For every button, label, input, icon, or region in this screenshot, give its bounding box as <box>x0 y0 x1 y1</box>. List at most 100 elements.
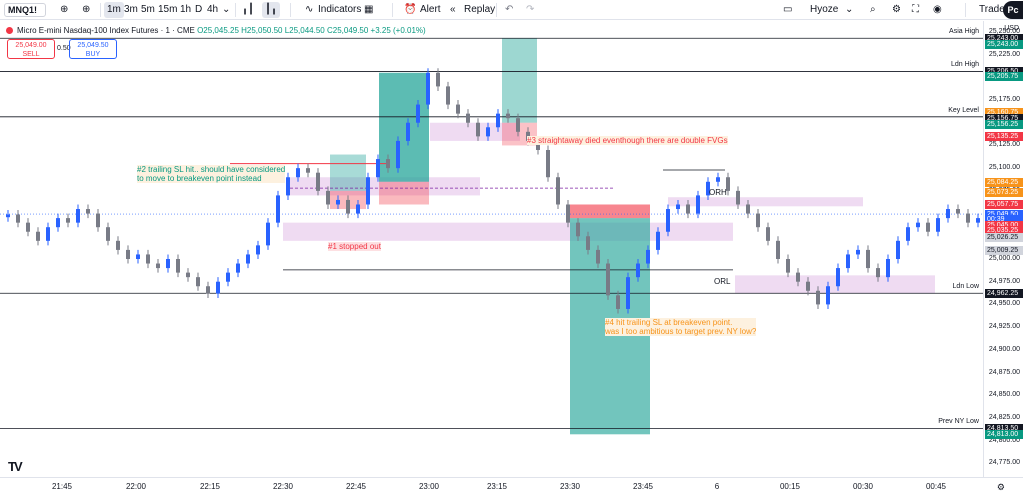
symbol-title: Micro E-mini Nasdaq-100 Index Futures · … <box>17 26 195 35</box>
candle-body <box>626 277 630 309</box>
candle-body <box>666 209 670 232</box>
chart-pane[interactable]: Micro E-mini Nasdaq-100 Index Futures · … <box>0 21 983 477</box>
candle-body <box>26 222 30 232</box>
alert-icon[interactable]: ⏰ <box>404 4 417 15</box>
candle-body <box>976 218 980 223</box>
time-tick-label: 23:30 <box>559 482 581 491</box>
candle-body <box>916 222 920 228</box>
price-chart[interactable] <box>0 21 983 477</box>
annotation-4-line-1: #4 hit trailing SL at breakeven point. <box>605 318 733 327</box>
price-tick-label: 24,775.00 <box>988 459 1020 467</box>
orl-label: ORL <box>714 277 731 286</box>
interval-d[interactable]: D <box>195 4 203 15</box>
time-tick-label: 22:45 <box>345 482 367 491</box>
annotation-1[interactable]: #1 stopped out <box>328 242 381 251</box>
candle-body <box>576 222 580 237</box>
layout-name[interactable]: Hyoze <box>810 4 839 15</box>
time-tick-label: 22:00 <box>125 482 147 491</box>
bar-type-icon[interactable]: ┃╻ <box>262 2 281 18</box>
templates-icon[interactable]: ▦ <box>364 4 374 15</box>
settings-icon[interactable]: ⚙ <box>996 482 1005 492</box>
price-tick-label: 24,875.00 <box>988 368 1020 376</box>
candle-body <box>496 113 500 128</box>
candle-body <box>556 177 560 205</box>
time-tick-label: 00:30 <box>852 482 874 491</box>
position-loss-zone <box>570 204 650 219</box>
candle-body <box>896 240 900 259</box>
alert-button[interactable]: Alert <box>420 4 441 15</box>
candle-body <box>336 199 340 205</box>
price-tick-label: 24,950.00 <box>988 300 1020 308</box>
candle-body <box>76 209 80 223</box>
layout-icon[interactable]: ▭ <box>783 4 793 15</box>
position-loss-zone <box>379 181 429 205</box>
time-axis[interactable]: ⚙ 21:45 22:00 22:15 22:30 22:45 23:00 23:15 23:… <box>0 477 1023 499</box>
sell-label: SELL <box>22 51 40 58</box>
add-symbol-icon[interactable]: ⊕ <box>60 4 69 15</box>
redo-icon[interactable]: ↷ <box>526 4 535 15</box>
candle-body <box>596 249 600 264</box>
sell-button[interactable]: 25,049.00 SELL <box>7 39 55 59</box>
candle-body <box>286 177 290 196</box>
candle-body <box>106 227 110 241</box>
time-tick-label: 21:45 <box>51 482 73 491</box>
candle-body <box>906 227 910 241</box>
currency-label[interactable]: USD <box>1004 25 1019 32</box>
fullscreen-icon[interactable]: ⛶ <box>912 4 919 15</box>
price-tick-label: 24,825.00 <box>988 413 1020 421</box>
publish-button[interactable]: Pc <box>1003 1 1023 19</box>
candle-body <box>216 281 220 294</box>
price-tick-label: 25,225.00 <box>988 50 1020 58</box>
interval-1h[interactable]: 1h <box>180 4 192 15</box>
annotation-3[interactable]: #3 straightaway died eventhough there ar… <box>527 136 728 145</box>
buy-button[interactable]: 25,049.50 BUY <box>69 39 117 59</box>
price-axis-marker: 25,073.25 <box>985 187 1023 197</box>
trade-button[interactable]: Trade <box>979 4 1005 15</box>
indicators-icon[interactable]: ∿ <box>305 4 314 15</box>
annotation-4[interactable]: #4 hit trailing SL at breakeven point. w… <box>605 318 757 336</box>
annotation-2[interactable]: #2 trailing SL hit.. should have conside… <box>137 165 286 183</box>
interval-1m[interactable]: 1m <box>104 2 124 18</box>
quick-search-icon[interactable]: ⌕ <box>870 4 876 15</box>
price-axis-marker: 24,813.00 <box>985 429 1023 439</box>
candle-body <box>236 263 240 273</box>
price-axis[interactable]: USD 25,250.0025,225.0025,200.0025,175.00… <box>983 21 1023 477</box>
replay-icon[interactable]: « <box>450 4 456 15</box>
candle-body <box>706 181 710 196</box>
time-tick-label: 23:00 <box>418 482 440 491</box>
chevron-down-icon[interactable]: ⌄ <box>845 4 854 15</box>
candle-body <box>826 286 830 305</box>
indicators-button[interactable]: Indicators <box>318 4 362 15</box>
interval-15m[interactable]: 15m <box>158 4 178 15</box>
candle-body <box>816 290 820 305</box>
interval-4h[interactable]: 4h <box>207 4 219 15</box>
candle-body <box>326 190 330 205</box>
chevron-down-icon[interactable]: ⌄ <box>222 4 231 15</box>
symbol-search[interactable]: MNQ1! <box>4 3 46 17</box>
buy-price: 25,049.50 <box>77 42 109 49</box>
fvg-zone <box>668 197 863 207</box>
candle-body <box>726 177 730 191</box>
candle-body <box>346 199 350 214</box>
candle-body <box>306 168 310 173</box>
position-profit-zone <box>502 38 537 123</box>
time-tick-label: 22:30 <box>272 482 294 491</box>
candle-body <box>136 254 140 259</box>
candle-type-icon[interactable]: ╻┃ <box>242 4 255 15</box>
compare-icon[interactable]: ⊕ <box>82 4 91 15</box>
candle-body <box>56 218 60 228</box>
chart-legend: Micro E-mini Nasdaq-100 Index Futures · … <box>6 26 426 35</box>
settings-icon[interactable]: ⚙ <box>892 4 901 15</box>
replay-button[interactable]: Replay <box>464 4 496 15</box>
exchange-dot-icon <box>6 27 13 35</box>
candle-body <box>716 177 720 182</box>
level-label: Ldn Low <box>952 283 979 291</box>
camera-icon[interactable]: ◉ <box>933 4 942 15</box>
interval-5m[interactable]: 5m <box>141 4 155 15</box>
candle-body <box>246 254 250 264</box>
candle-body <box>646 249 650 264</box>
undo-icon[interactable]: ↶ <box>505 4 514 15</box>
tradingview-logo: TV <box>8 459 23 474</box>
candle-body <box>396 140 400 169</box>
interval-3m[interactable]: 3m <box>124 4 138 15</box>
